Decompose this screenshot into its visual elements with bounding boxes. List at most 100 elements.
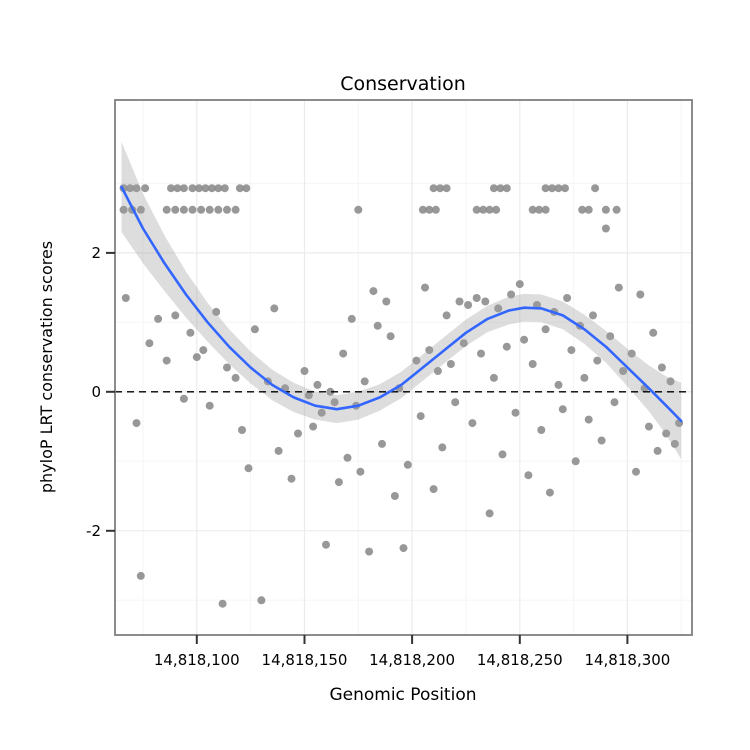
data-point [119, 205, 128, 214]
data-point [231, 205, 240, 214]
data-point [502, 184, 511, 193]
data-point [494, 304, 503, 313]
data-point [554, 184, 563, 193]
y-tick-label: 0 [91, 383, 101, 401]
data-point [429, 184, 438, 193]
data-point [489, 184, 498, 193]
data-point [479, 205, 488, 214]
data-point [365, 547, 374, 556]
data-point [212, 307, 221, 316]
data-point [382, 297, 391, 306]
data-point [238, 426, 246, 434]
data-point [610, 398, 619, 407]
panel-border [114, 99, 693, 636]
data-point [309, 422, 318, 431]
x-axis-label: Genomic Position [329, 685, 476, 705]
data-point [528, 360, 537, 368]
data-point [520, 335, 529, 344]
data-point [528, 205, 537, 214]
data-point [545, 488, 554, 497]
data-point [666, 377, 675, 386]
plot-layers [115, 141, 692, 608]
data-point [548, 184, 557, 193]
data-point [431, 205, 440, 214]
data-point [132, 184, 141, 193]
data-point [541, 325, 550, 334]
data-point [421, 283, 429, 292]
data-point [524, 471, 533, 480]
data-point [468, 419, 477, 428]
data-point [472, 205, 481, 214]
x-tick-label: 14,818,150 [262, 651, 348, 669]
data-point [347, 314, 356, 323]
data-point [580, 373, 589, 382]
data-point [334, 478, 343, 487]
data-point [313, 380, 322, 389]
data-point [477, 349, 485, 358]
data-point [442, 184, 451, 193]
data-point [162, 205, 171, 214]
data-point [485, 205, 494, 214]
data-point [403, 460, 412, 469]
data-point [257, 596, 266, 605]
data-point [354, 205, 363, 214]
data-point [563, 294, 572, 302]
data-point [287, 474, 296, 483]
data-point [171, 205, 180, 214]
data-point [179, 205, 188, 214]
data-point [171, 311, 180, 320]
data-point [186, 328, 195, 337]
data-point [558, 405, 567, 414]
data-point [591, 184, 600, 193]
data-point [492, 205, 501, 214]
data-point [145, 339, 154, 348]
data-point [136, 205, 145, 214]
data-point [498, 450, 507, 459]
data-point [429, 485, 438, 494]
y-tick-label: 2 [91, 244, 101, 262]
data-point [535, 205, 544, 214]
data-point [356, 467, 365, 476]
data-point [304, 391, 313, 400]
data-point [207, 184, 216, 193]
data-point [244, 464, 253, 473]
data-point [589, 311, 597, 320]
y-tick-label: -2 [86, 522, 101, 540]
data-point [502, 342, 511, 351]
x-tick-label: 14,818,300 [584, 651, 670, 669]
data-point [597, 436, 606, 445]
data-point [541, 184, 550, 193]
data-point [459, 339, 468, 348]
data-point [214, 205, 223, 214]
data-point [627, 349, 636, 358]
data-point [132, 419, 141, 428]
data-point [322, 540, 330, 549]
data-point [561, 184, 569, 193]
data-point [317, 408, 326, 417]
data-point [242, 184, 251, 193]
data-point [455, 297, 464, 306]
data-point [446, 360, 455, 368]
data-point [220, 184, 229, 193]
data-point [554, 380, 563, 389]
data-point [601, 224, 610, 233]
data-point [399, 544, 408, 553]
data-point [425, 346, 434, 355]
x-tick-label: 14,818,200 [369, 651, 455, 669]
data-point [173, 184, 182, 193]
data-point [632, 467, 640, 476]
data-point [250, 325, 259, 334]
data-point [433, 367, 442, 375]
data-point [464, 301, 473, 309]
data-point [218, 599, 227, 608]
data-point [567, 346, 576, 355]
data-point [162, 356, 171, 365]
data-point [657, 363, 666, 372]
data-point [300, 367, 309, 375]
data-point [472, 294, 481, 302]
data-point [205, 401, 214, 410]
data-point [369, 287, 378, 296]
data-point [584, 415, 593, 424]
data-point [593, 356, 602, 365]
